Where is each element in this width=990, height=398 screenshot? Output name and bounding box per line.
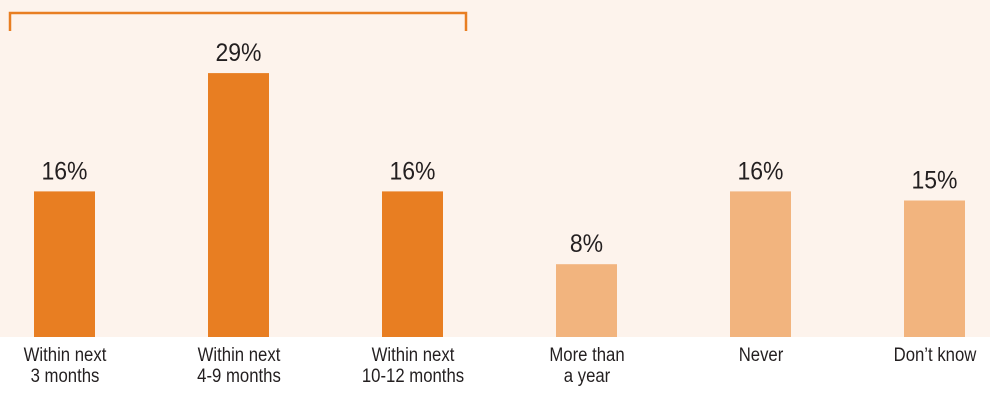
category-label-line: Within next — [371, 345, 454, 366]
group-bracket-0 — [8, 11, 468, 31]
category-label-line: Within next — [23, 345, 106, 366]
plot-background — [0, 0, 990, 337]
category-label-line: Never — [738, 345, 783, 366]
data-label-2: 16% — [389, 158, 435, 186]
category-label-line: 4-9 months — [196, 366, 281, 387]
data-label-5: 15% — [911, 167, 957, 195]
bar-4 — [730, 191, 791, 337]
data-label-0: 16% — [41, 158, 87, 186]
category-label-5: Don’t know — [877, 345, 990, 366]
category-label-line: a year — [563, 366, 610, 387]
bar-0 — [34, 191, 95, 337]
bar-1 — [208, 73, 269, 337]
category-label-line: More than — [548, 345, 625, 366]
category-label-2: Within next 10-12 months — [355, 345, 469, 387]
category-label-0: Within next 3 months — [7, 345, 121, 387]
category-label-line: Don’t know — [893, 345, 976, 366]
data-label-4: 16% — [737, 158, 783, 186]
category-label-line: 3 months — [30, 366, 99, 387]
category-label-line: 10-12 months — [361, 366, 464, 387]
data-label-1: 29% — [215, 39, 261, 67]
category-label-3: More than a year — [529, 345, 643, 387]
bar-2 — [382, 191, 443, 337]
category-label-1: Within next 4-9 months — [181, 345, 295, 387]
bar-3 — [556, 264, 617, 337]
category-label-line: Within next — [197, 345, 280, 366]
bar-5 — [904, 200, 965, 337]
category-label-4: Never — [703, 345, 817, 366]
data-label-3: 8% — [570, 230, 603, 258]
